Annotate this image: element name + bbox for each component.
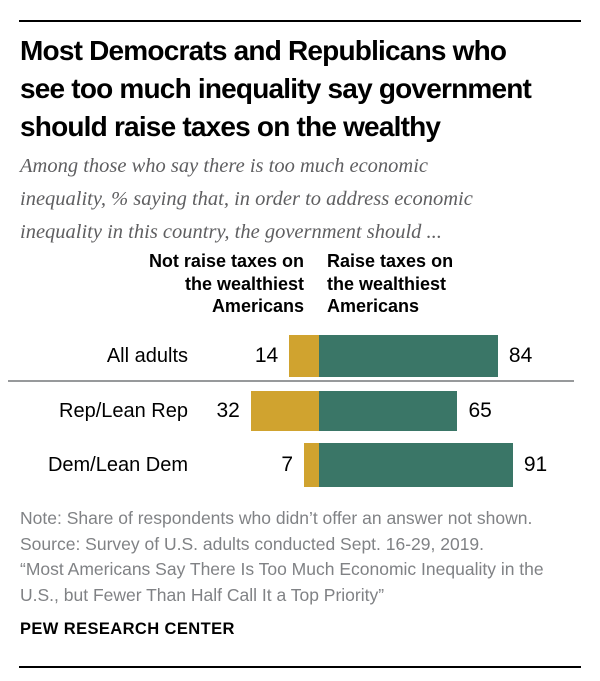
note-line: Note: Share of respondents who didn’t of…	[20, 508, 533, 528]
bar-segment-not-raise	[250, 391, 319, 431]
bar-segment-raise	[319, 391, 458, 431]
chart-row: Rep/Lean Rep 32 65	[0, 391, 600, 431]
left-value-label: 7	[281, 453, 294, 476]
left-value-label: 14	[254, 344, 279, 367]
right-value-label: 84	[508, 344, 533, 367]
bar-segment-not-raise	[289, 335, 319, 377]
bar-segment-raise	[319, 335, 498, 377]
chart-title: Most Democrats and Republicans who see t…	[20, 35, 532, 142]
source-line: Source: Survey of U.S. adults conducted …	[20, 533, 485, 554]
bottom-rule	[19, 666, 581, 668]
right-value-label: 65	[468, 399, 492, 422]
right-value-label: 91	[523, 453, 548, 476]
category-label: Dem/Lean Dem	[47, 454, 188, 476]
pew-research-center-wordmark: PEW RESEARCH CENTER	[20, 620, 235, 638]
chart-row: Dem/Lean Dem 7 91	[0, 443, 600, 487]
chart-subtitle: Among those who say there is too much ec…	[20, 155, 473, 243]
bar-segment-not-raise	[304, 443, 319, 487]
top-rule	[19, 20, 581, 22]
bar-segment-raise	[319, 443, 513, 487]
chart-row: All adults 14 84	[0, 335, 600, 377]
category-label: All adults	[106, 345, 188, 367]
row-divider	[8, 380, 574, 382]
left-value-label: 32	[216, 399, 240, 422]
category-label: Rep/Lean Rep	[59, 400, 188, 422]
right-column-header: Raise taxes on the wealthiest Americans	[327, 251, 454, 316]
footnotes: Note: Share of respondents who didn’t of…	[20, 506, 587, 608]
report-title-line: “Most Americans Say There Is Too Much Ec…	[20, 559, 544, 605]
left-column-header: Not raise taxes on the wealthiest Americ…	[148, 251, 304, 316]
